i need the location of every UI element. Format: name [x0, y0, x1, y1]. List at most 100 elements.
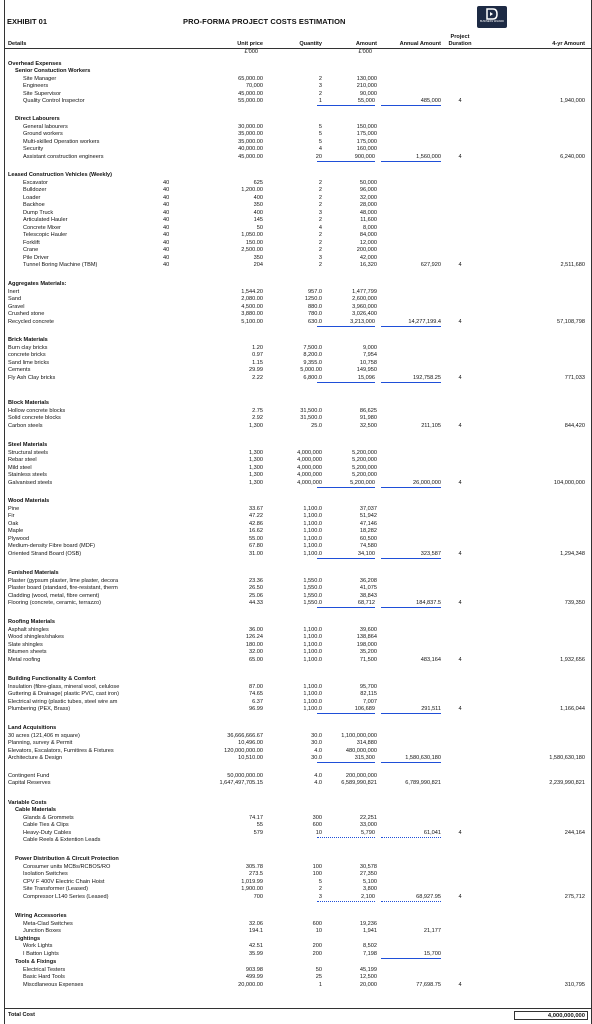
amount-cell: 900,000 [317, 153, 375, 162]
row-label: Junction Boxes [23, 928, 61, 934]
unit-price-cell: 4,500.00 [241, 304, 263, 310]
quantity-cell: 1,100.0 [303, 642, 322, 648]
amount-cell: 480,000,000 [345, 748, 377, 754]
duration-cell: 4 [458, 154, 462, 160]
row-label: Plywood [8, 536, 30, 542]
table-row: concrete bricks 0.97 8,200.0 7,954 [5, 351, 591, 360]
row-label: Rebar steel [8, 457, 37, 463]
table-row: Sand 2,080.00 1250.0 2,600,000 [5, 295, 591, 304]
page-title: PRO-FORMA PROJECT COSTS ESTIMATION [183, 17, 346, 26]
amount-cell: 149,950 [356, 367, 377, 373]
quantity-cell: 1,100.0 [303, 627, 322, 633]
quantity-cell: 200 [312, 943, 322, 949]
col-unit-price: Unit price [237, 41, 263, 47]
row-label: Medium-density Fibre board (MDF) [8, 543, 96, 549]
quantity-cell: 630.0 [308, 319, 322, 325]
exhibit-label: EXHIBIT 01 [7, 17, 48, 26]
amount-cell: 95,700 [359, 684, 377, 690]
quantity-cell: 1,100.0 [303, 528, 322, 534]
row-label: Basic Hard Tools [23, 974, 65, 980]
unit-price-cell: 700 [253, 894, 263, 900]
amount-cell: 27,350 [359, 871, 377, 877]
weeks-cell: 40 [163, 255, 170, 261]
section-header-row: Lightings [5, 935, 591, 944]
annual-amount-cell: 184,837.5 [381, 599, 441, 608]
four-year-amount-cell: 1,294,348 [560, 551, 585, 557]
amount-cell: 5,200,000 [352, 465, 377, 471]
quantity-cell: 1,100.0 [303, 699, 322, 705]
row-label: Solid concrete blocks [8, 415, 61, 421]
four-year-amount-cell: 1,940,000 [560, 98, 585, 104]
quantity-cell: 5 [318, 131, 322, 137]
unit-price-cell: 625 [253, 180, 263, 186]
amount-cell: 9,000 [363, 345, 377, 351]
annual-amount-cell: 26,000,000 [381, 479, 441, 488]
section-header-row: Overhead Expenses [5, 60, 591, 69]
duration-cell: 4 [458, 480, 462, 486]
row-label: Structural steels [8, 450, 49, 456]
amount-cell: 32,000 [359, 195, 377, 201]
amount-cell: 90,000 [359, 91, 377, 97]
amount-cell: 12,500 [359, 974, 377, 980]
unit-price-cell: 499.99 [245, 974, 263, 980]
row-label: Sand [8, 296, 22, 302]
table-row: Planning, survey & Permit 10,496.00 30.0 31… [5, 739, 591, 748]
unit-row: £'000 £'000 [5, 48, 591, 57]
table-row: Bulldozer 40 1,200.00 2 96,000 [5, 186, 591, 195]
unit-price-cell: 36.00 [249, 627, 263, 633]
table-row: CPV F 400V Electric Chain Hoist 1,019.99 5… [5, 878, 591, 887]
row-label: Crushed stone [8, 311, 45, 317]
table-row: Architecture & Design 10,510.00 30.0 315,30… [5, 754, 591, 763]
table-row: Site Manager 65,000.00 2 130,000 [5, 75, 591, 84]
weeks-cell: 40 [163, 180, 170, 186]
annual-amount-cell: 21,177 [423, 928, 441, 934]
row-label: Security [23, 146, 44, 152]
row-label: Asphalt shingles [8, 627, 49, 633]
logo-text: BUSINESS WIZARD [479, 20, 505, 23]
table-row: Junction Boxes 194.1 10 1,941 21,177 [5, 927, 591, 936]
quantity-cell: 1,100.0 [303, 691, 322, 697]
amount-cell: 39,600 [359, 627, 377, 633]
annual-amount-cell: 483,164 [420, 657, 441, 663]
unit-price-cell: 1,300 [249, 480, 263, 486]
row-label: 30 acres (121,406 m square) [8, 733, 80, 739]
unit-price-cell: 45,000.00 [238, 91, 263, 97]
amount-cell: 5,100 [363, 879, 377, 885]
sheet-header: EXHIBIT 01 PRO-FORMA PROJECT COSTS ESTIM… [5, 0, 591, 34]
amount-cell: 74,580 [359, 543, 377, 549]
quantity-cell: 100 [312, 871, 322, 877]
amount-cell: 71,500 [359, 657, 377, 663]
quantity-cell: 30.0 [311, 740, 322, 746]
amount-cell: 210,000 [356, 83, 377, 89]
amount-cell: 10,758 [359, 360, 377, 366]
amount-cell: 51,942 [359, 513, 377, 519]
duration-cell: 4 [458, 894, 462, 900]
annual-amount-cell: 211,105 [421, 423, 441, 429]
duration-cell: 4 [458, 375, 462, 381]
row-label: Gravel [8, 304, 25, 310]
unit-price-cell: 70,000 [245, 83, 263, 89]
quantity-cell: 1,550.0 [303, 600, 322, 606]
amount-cell: 96,000 [359, 187, 377, 193]
row-label: Wood shingles/shakes [8, 634, 64, 640]
unit-price-cell: 35,000.00 [238, 131, 263, 137]
unit-price-cell: 67.80 [249, 543, 263, 549]
unit-price-cell: 74.65 [249, 691, 263, 697]
amount-cell: 38,843 [359, 593, 377, 599]
four-year-amount-cell: 2,239,990,821 [549, 780, 585, 786]
amount-cell: 19,236 [359, 921, 377, 927]
amount-cell: 130,000 [356, 76, 377, 82]
table-row: Recycled concrete 5,100.00 630.0 3,213,000 1… [5, 318, 591, 327]
unit-price-cell: 2.22 [252, 375, 263, 381]
unit-price-cell: 2.75 [252, 408, 263, 414]
duration-cell: 4 [458, 830, 462, 836]
quantity-cell: 4,000,000 [297, 480, 322, 486]
table-row: Cladding (wood, metal, fibre cement) 25.0… [5, 592, 591, 601]
row-label: Flooring (concrete, ceramic, terrazzo) [8, 600, 101, 606]
amount-cell: 1,477,799 [352, 289, 377, 295]
table-row: Contingent Fund 50,000,000.00 4.0 200,000,0… [5, 772, 591, 781]
row-label: Assistant construction engineers [23, 154, 104, 160]
row-label: Cements [8, 367, 31, 373]
table-row: Ground workers 35,000.00 5 175,000 [5, 130, 591, 139]
unit-price-cell: 25.06 [249, 593, 263, 599]
